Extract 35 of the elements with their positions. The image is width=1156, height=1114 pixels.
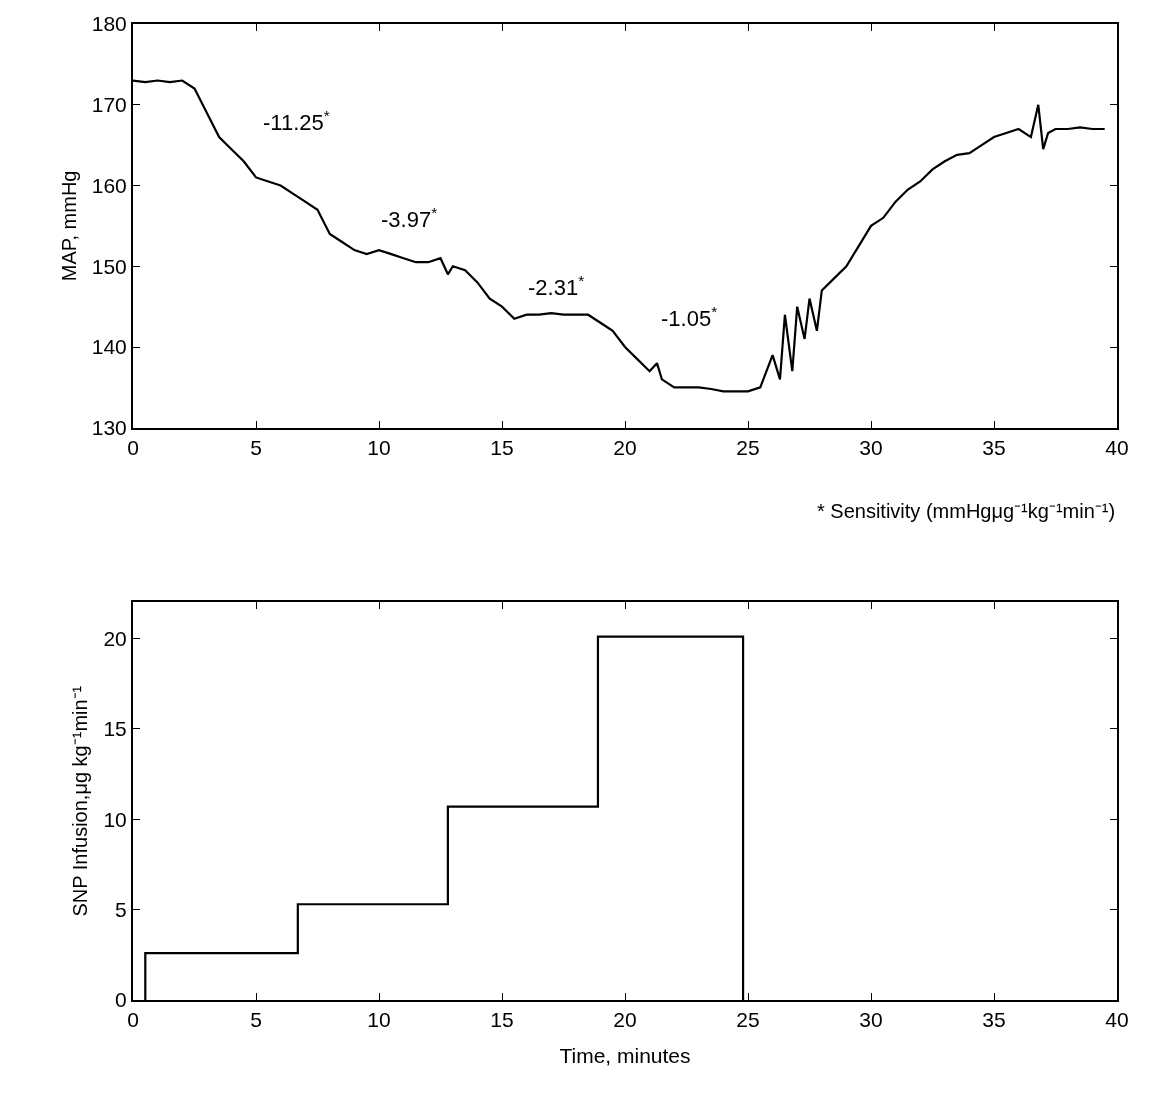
x-tick-label: 10 [367,1008,391,1032]
y-tick-label: 160 [91,173,127,197]
x-tick-label: 40 [1105,435,1129,459]
text: * Sensitivity (mmHgμg⁻¹kg⁻¹min⁻¹) [817,500,1116,522]
x-tick-label: 25 [736,1008,760,1032]
y-tick-label: 140 [91,335,127,359]
x-tick-label: 10 [367,435,391,459]
y-tick-label: 150 [91,254,127,278]
x-tick-label: 5 [250,1008,262,1032]
x-tick-label: 35 [982,435,1006,459]
y-tick-label: 170 [91,93,127,117]
y-tick-label: 130 [91,416,127,440]
y-tick-label: 15 [103,717,127,741]
x-tick-label: 25 [736,435,760,459]
y-tick-label: 10 [103,807,127,831]
x-tick-label: 15 [490,1008,514,1032]
x-tick-label: 30 [859,435,883,459]
y-tick-label: 20 [103,626,127,650]
y-axis-title: MAP, mmHg [57,170,80,282]
y-axis-title: SNP Infusion,μg kg⁻¹min⁻¹ [69,685,92,917]
x-tick-label: 20 [613,1008,637,1032]
x-tick-label: 5 [250,435,262,459]
x-tick-label: 20 [613,435,637,459]
x-tick-label: 15 [490,435,514,459]
y-tick-label: 5 [115,898,127,921]
x-axis-title: Time, minutes [559,1043,691,1067]
annotation: -2.31$^{*}$ [528,272,585,301]
y-tick-label: 0 [115,988,127,1012]
x-tick-label: 30 [859,1008,883,1032]
annotation: -3.97$^{*}$ [381,204,438,233]
x-tick-label: 35 [982,1008,1006,1032]
annotation: -11.25$^{*}$ [263,107,330,136]
x-tick-label: 40 [1105,1008,1129,1032]
annotation: -1.05$^{*}$ [661,303,718,332]
y-tick-label: 180 [91,12,127,36]
